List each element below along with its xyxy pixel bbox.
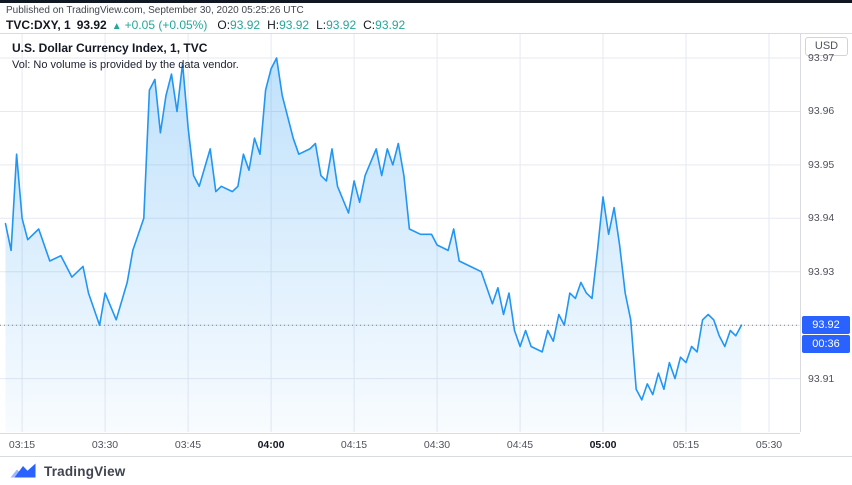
price-axis-label: 93.97 [808,52,835,64]
price-change: +0.05 (+0.05%) [124,18,208,32]
currency-button[interactable]: USD [805,37,848,56]
price-axis-label: 93.91 [808,373,835,385]
time-axis-label: 04:30 [423,439,451,451]
bar-countdown-badge: 00:36 [802,335,850,353]
last-price: 93.92 [76,18,107,32]
price-axis-label: 93.93 [808,266,835,278]
high-value: 93.92 [279,18,310,32]
price-axis-label: 93.96 [808,105,835,117]
tradingview-logo-text: TradingView [44,463,126,479]
time-axis-label: 05:00 [589,439,617,451]
time-axis-label: 03:45 [174,439,202,451]
close-value: 93.92 [375,18,406,32]
open-value: 93.92 [230,18,261,32]
chart-plot[interactable]: U.S. Dollar Currency Index, 1, TVC Vol: … [0,34,800,432]
change-arrow-icon: ▲ [111,21,122,32]
close-label: C: [363,18,376,32]
time-axis-label: 03:15 [8,439,36,451]
price-axis[interactable]: USD 93.92 00:36 93.9193.9293.9393.9493.9… [800,34,852,432]
time-axis-label: 05:15 [672,439,700,451]
price-area-chart [0,34,800,432]
time-axis-label: 04:15 [340,439,368,451]
time-axis-label: 05:30 [755,439,783,451]
footer: TradingView [0,457,852,485]
tradingview-logo-icon [10,463,36,478]
time-axis-label: 03:30 [91,439,119,451]
open-label: O: [217,18,231,32]
price-axis-label: 93.95 [808,159,835,171]
chart-widget: U.S. Dollar Currency Index, 1, TVC Vol: … [0,33,852,457]
time-axis-label: 04:45 [506,439,534,451]
chart-header: Published on TradingView.com, September … [0,3,852,33]
symbol-interval[interactable]: TVC:DXY, 1 [6,18,71,32]
high-label: H: [267,18,280,32]
price-axis-label: 93.94 [808,212,835,224]
low-field: L:93.92 [316,18,356,33]
low-value: 93.92 [326,18,357,32]
time-axis[interactable]: 03:15 03:30 03:45 04:00 04:15 04:30 04:45 05:00… [0,433,800,456]
last-price-badge: 93.92 [802,316,850,334]
high-field: H:93.92 [267,18,309,33]
tradingview-link[interactable]: TradingView [10,463,125,479]
time-axis-label: 04:00 [257,439,285,451]
close-field: C:93.92 [363,18,405,33]
symbol-info-line: TVC:DXY, 1 93.92 ▲ +0.05 (+0.05%) O:93.9… [6,18,852,34]
published-line: Published on TradingView.com, September … [6,5,304,16]
low-label: L: [316,18,327,32]
open-field: O:93.92 [217,18,260,33]
top-border [0,0,852,3]
